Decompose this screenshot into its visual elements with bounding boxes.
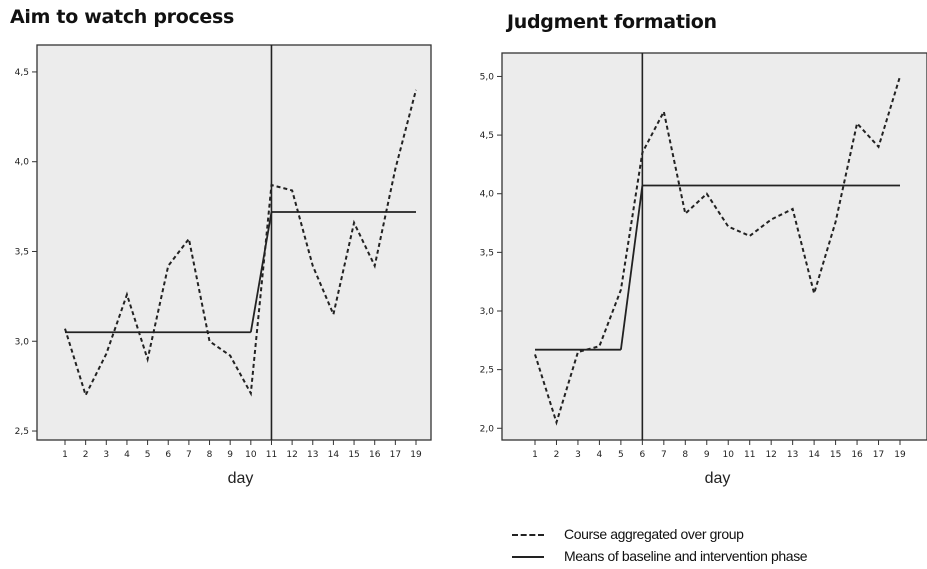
legend-dashed-label: Course aggregated over group xyxy=(564,526,744,542)
chart-1: 2,53,03,54,04,51 2 3 4 5 6 7 8 9 10 11 12 13 14 15 16 17… xyxy=(15,44,432,487)
plot-area xyxy=(36,44,432,441)
y-tick-label: 2,5 xyxy=(480,366,494,376)
x-tick-label: 6 xyxy=(165,450,171,460)
x-tick-label: 15 xyxy=(830,450,841,460)
x-axis-label: day xyxy=(705,470,731,487)
x-tick-label: 5 xyxy=(618,450,624,460)
y-tick-label: 2,0 xyxy=(480,424,495,434)
legend-item-dashed: Course aggregated over group xyxy=(512,526,744,542)
course-series-line xyxy=(64,89,417,398)
x-tick-label: 12 xyxy=(286,450,297,460)
x-tick-label: 19 xyxy=(894,450,906,460)
x-tick-label: 9 xyxy=(227,450,233,460)
x-tick-label: 9 xyxy=(704,450,710,460)
y-tick-label: 4,0 xyxy=(15,158,30,168)
x-tick-label: 17 xyxy=(390,450,401,460)
means-line-segment xyxy=(249,211,273,333)
course-series-line xyxy=(534,76,901,426)
plot-area xyxy=(501,52,927,441)
x-tick-label: 13 xyxy=(307,450,318,460)
x-tick-label: 7 xyxy=(186,450,192,460)
x-tick-label: 13 xyxy=(787,450,798,460)
y-tick-label: 4,5 xyxy=(480,131,494,141)
y-tick-label: 2,5 xyxy=(15,427,29,437)
y-tick-label: 4,5 xyxy=(15,68,29,78)
y-tick-label: 4,0 xyxy=(480,190,495,200)
x-tick-label: 16 xyxy=(369,450,381,460)
chart-2: 2,02,53,03,54,04,55,01 2 3 4 5 6 7 8 9 10 11 12 13 14… xyxy=(480,52,927,487)
y-tick-label: 3,5 xyxy=(480,248,494,258)
x-tick-label: 4 xyxy=(597,450,603,460)
x-tick-label: 1 xyxy=(532,450,538,460)
y-tick-label: 3,0 xyxy=(480,307,495,317)
x-tick-label: 3 xyxy=(103,450,109,460)
legend-solid-swatch xyxy=(512,556,544,559)
x-tick-label: 1 xyxy=(62,450,68,460)
x-tick-label: 15 xyxy=(348,450,359,460)
x-tick-label: 2 xyxy=(83,450,89,460)
x-tick-label: 8 xyxy=(207,450,213,460)
y-tick-label: 3,0 xyxy=(15,337,30,347)
chart-title-right: Judgment formation xyxy=(507,11,717,33)
x-tick-label: 6 xyxy=(639,450,645,460)
x-tick-label: 12 xyxy=(765,450,776,460)
x-tick-label: 14 xyxy=(328,450,340,460)
x-axis-label: day xyxy=(228,470,254,487)
chart-title-left: Aim to watch process xyxy=(10,6,235,28)
x-tick-label: 7 xyxy=(661,450,667,460)
x-tick-label: 2 xyxy=(554,450,560,460)
x-tick-label: 11 xyxy=(266,450,277,460)
x-tick-label: 3 xyxy=(575,450,581,460)
x-tick-label: 10 xyxy=(245,450,257,460)
x-tick-label: 10 xyxy=(723,450,735,460)
x-tick-label: 14 xyxy=(808,450,820,460)
y-tick-label: 3,5 xyxy=(15,247,29,257)
legend-dashed-swatch xyxy=(512,534,544,537)
x-tick-label: 17 xyxy=(873,450,884,460)
legend-item-solid: Means of baseline and intervention phase xyxy=(512,548,808,564)
x-tick-label: 19 xyxy=(410,450,422,460)
x-tick-label: 11 xyxy=(744,450,755,460)
x-tick-label: 8 xyxy=(682,450,688,460)
means-line-segment xyxy=(619,185,644,350)
legend-solid-label: Means of baseline and intervention phase xyxy=(564,548,808,564)
x-tick-label: 5 xyxy=(145,450,151,460)
x-tick-label: 4 xyxy=(124,450,130,460)
y-tick-label: 5,0 xyxy=(480,72,495,82)
x-tick-label: 16 xyxy=(851,450,863,460)
